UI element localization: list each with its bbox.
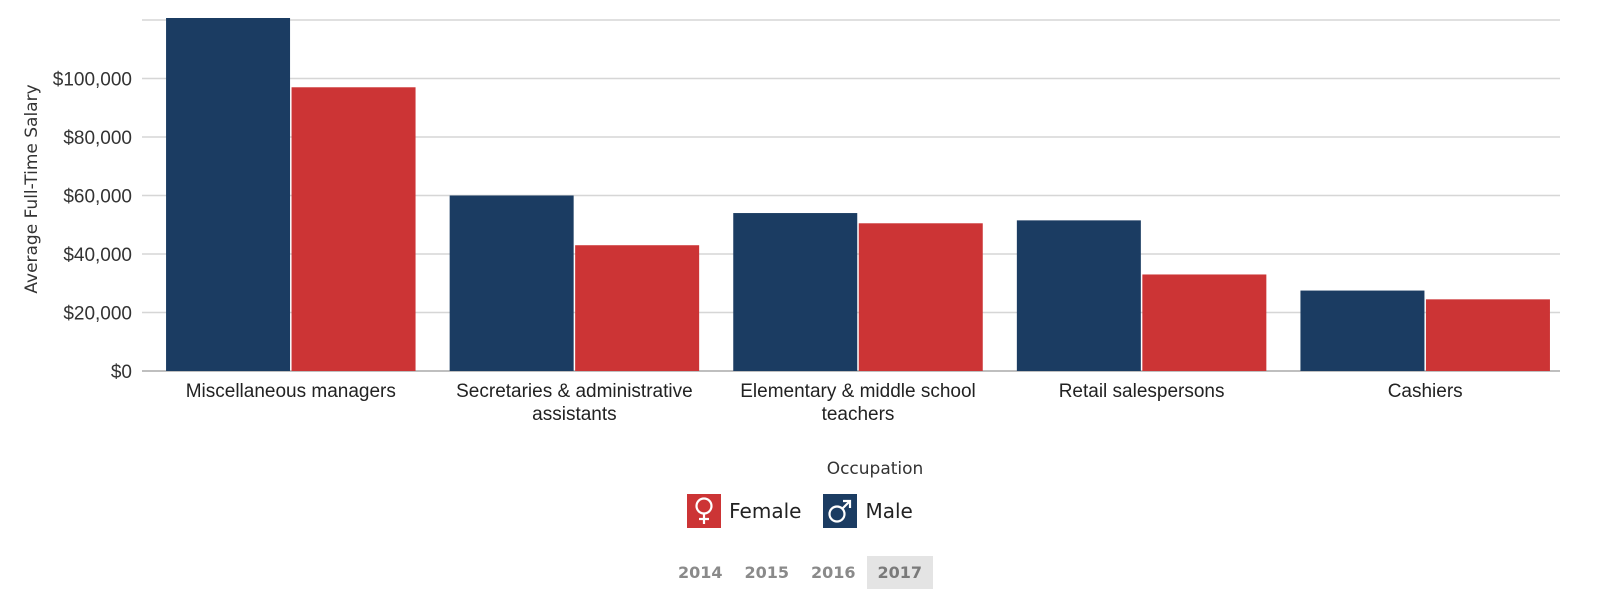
bar-male[interactable] xyxy=(449,195,574,372)
legend-label-female: Female xyxy=(729,499,802,523)
legend-item-male[interactable]: Male xyxy=(823,494,913,528)
y-axis-ticks: $0 $20,000 $40,000 $60,000 $80,000 $100,000 xyxy=(53,70,132,384)
bar-female[interactable] xyxy=(1142,274,1267,371)
bars xyxy=(166,18,1550,372)
x-tick-label: Miscellaneous managers xyxy=(186,381,396,402)
year-button-2015[interactable]: 2015 xyxy=(744,563,789,582)
x-tick-label: Retail salespersons xyxy=(1059,381,1225,402)
bar-male[interactable] xyxy=(166,18,291,371)
legend: Female Male xyxy=(0,494,1600,528)
x-tick-label: Secretaries & administrative assistants xyxy=(456,381,693,425)
x-tick-label: Elementary & middle school teachers xyxy=(740,381,976,425)
female-symbol-icon xyxy=(687,494,722,528)
bar-female[interactable] xyxy=(858,223,983,371)
bar-female[interactable] xyxy=(1425,299,1550,371)
x-axis-labels: Miscellaneous managers Secretaries & admi… xyxy=(186,381,1463,425)
year-button-2014[interactable]: 2014 xyxy=(677,563,723,582)
bar-chart: $0 $20,000 $40,000 $60,000 $80,000 $100,000 M… xyxy=(22,18,1560,479)
x-axis-title: Occupation xyxy=(827,459,924,479)
x-tick-label-line: teachers xyxy=(822,404,895,425)
x-tick-label-line: Secretaries & administrative xyxy=(456,381,693,402)
legend-label-male: Male xyxy=(865,499,913,523)
bar-male[interactable] xyxy=(1300,290,1425,371)
year-selector: 2014 2015 2016 2017 xyxy=(0,556,1600,589)
y-axis-title: Average Full-Time Salary xyxy=(22,84,42,293)
x-tick-label-line: Elementary & middle school xyxy=(740,381,976,402)
y-tick-label: $40,000 xyxy=(63,245,132,266)
x-tick-label: Cashiers xyxy=(1388,381,1463,402)
legend-item-female[interactable]: Female xyxy=(687,494,801,528)
year-button-2016[interactable]: 2016 xyxy=(811,563,856,582)
bar-male[interactable] xyxy=(733,213,858,371)
y-tick-label: $80,000 xyxy=(63,128,132,149)
x-tick-label-line: assistants xyxy=(532,404,616,425)
y-tick-label: $20,000 xyxy=(63,304,132,325)
bar-female[interactable] xyxy=(575,245,700,371)
x-tick-label-line: Miscellaneous managers xyxy=(186,381,396,402)
male-symbol-icon xyxy=(823,494,858,528)
bar-male[interactable] xyxy=(1016,220,1141,371)
x-tick-label-line: Cashiers xyxy=(1388,381,1463,402)
year-button-2017[interactable]: 2017 xyxy=(866,556,934,589)
y-tick-label: $0 xyxy=(111,362,132,383)
y-tick-label: $60,000 xyxy=(63,187,132,208)
x-tick-label-line: Retail salespersons xyxy=(1059,381,1225,402)
y-tick-label: $100,000 xyxy=(53,70,132,91)
bar-female[interactable] xyxy=(291,87,416,372)
